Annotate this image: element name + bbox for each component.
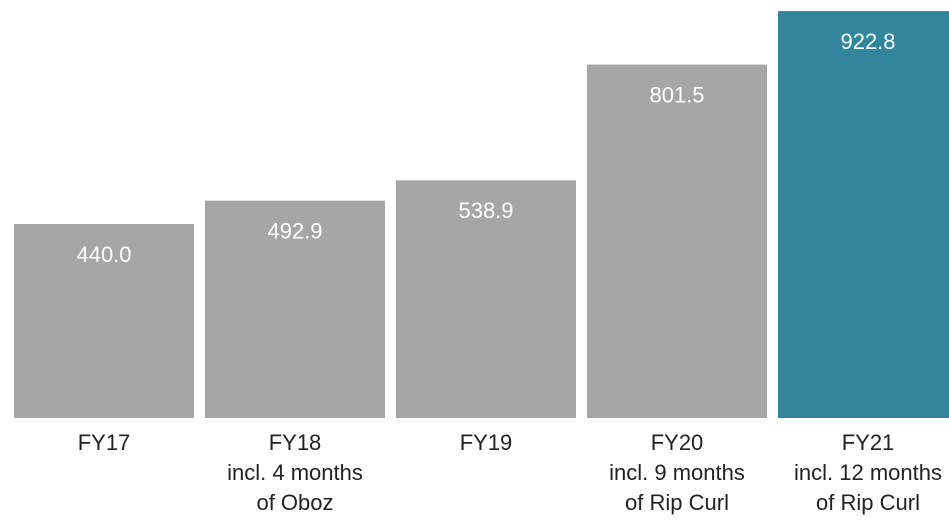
value-label: 801.5 [649,82,704,107]
x-tick-label: FY20 incl. 9 months of Rip Curl [609,430,745,515]
bar [396,180,576,418]
x-tick-label: FY17 [77,430,131,455]
bar [14,223,194,418]
bar [778,11,949,419]
bar [587,64,767,418]
x-tick-label: FY19 [459,430,513,455]
x-tick-label: FY21 incl. 12 months of Rip Curl [794,430,942,515]
value-label: 538.9 [458,198,513,223]
value-label: 922.8 [840,29,895,54]
value-label: 492.9 [267,218,322,243]
x-tick-label: FY18 incl. 4 months of Oboz [227,430,363,515]
value-label: 440.0 [76,242,131,267]
bar [205,200,385,418]
